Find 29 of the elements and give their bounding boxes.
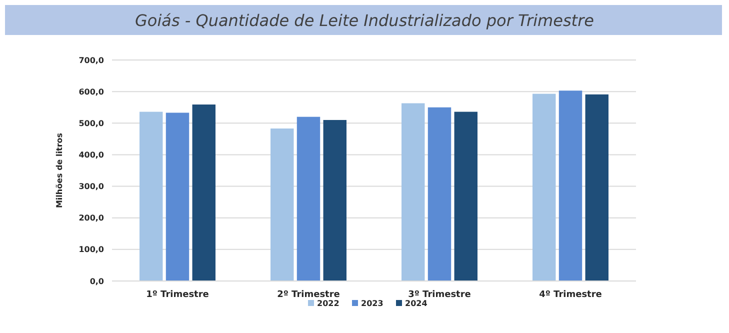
bar: [296, 116, 320, 281]
bar: [558, 90, 582, 281]
bar: [532, 94, 556, 281]
y-tick-label: 500,0: [78, 118, 104, 128]
bar: [140, 112, 163, 281]
x-tick-label: 1º Trimestre: [146, 290, 209, 300]
y-tick-label: 400,0: [78, 150, 104, 160]
y-tick-label: 200,0: [78, 214, 104, 223]
legend-label: 2022: [317, 299, 340, 308]
bar: [270, 128, 294, 281]
x-tick-label: 2º Trimestre: [277, 290, 340, 300]
y-tick-label: 300,0: [78, 182, 104, 192]
bar: [192, 104, 216, 281]
bar: [323, 120, 346, 281]
y-tick-label: 600,0: [78, 87, 104, 96]
y-tick-label: 0,0: [90, 276, 104, 286]
y-axis-title: Milhões de litros: [55, 132, 64, 208]
x-tick-label: 4º Trimestre: [539, 290, 602, 300]
bar: [166, 112, 190, 281]
legend-label: 2023: [361, 299, 384, 308]
x-tick-label: 3º Trimestre: [408, 290, 471, 300]
bar: [585, 94, 608, 281]
bar: [454, 112, 478, 281]
bar: [428, 107, 452, 281]
y-tick-label: 100,0: [78, 245, 104, 254]
legend-label: 2024: [405, 299, 428, 308]
chart-title: Goiás - Quantidade de Leite Industrializado por Trimestre: [135, 11, 594, 30]
y-tick-label: 700,0: [78, 56, 104, 65]
bar: [402, 103, 425, 281]
